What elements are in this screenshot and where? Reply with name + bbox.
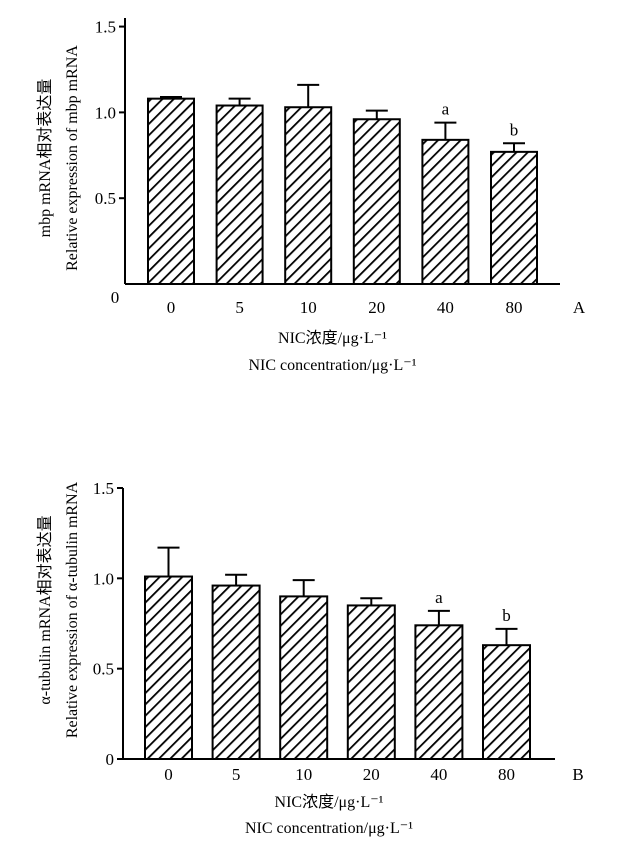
significance-label: b [510,120,519,139]
y-tick-label: 0 [111,288,120,307]
x-axis-title: NIC concentration/μg·L⁻¹ [249,357,417,374]
y-tick-label: 1.0 [95,103,116,122]
y-tick-label: 1.0 [93,569,114,588]
y-axis-title: mbp mRNA相对表达量 [36,79,54,238]
x-tick-label: 80 [498,765,515,784]
chart-panel-b: 0 0.5 1.0 1.5 0 5 10 20 40 a 80 b B NIC浓度/μg·L⁻¹ NIC c… [36,479,584,837]
chart-panel-a: 0 0.5 1.0 1.5 0 5 10 20 40 a 80 b A NIC浓度/μg·L⁻¹ NIC c… [36,18,586,374]
x-tick-label: 20 [368,298,385,317]
x-axis-title: NIC浓度/μg·L⁻¹ [275,793,384,811]
x-axis-title: NIC concentration/μg·L⁻¹ [245,820,413,837]
y-tick-label: 0.5 [93,660,114,679]
x-tick-label: 40 [437,298,454,317]
bar [215,104,264,285]
x-tick-label: 5 [235,298,244,317]
x-tick-label: 0 [164,765,173,784]
bar [279,595,329,761]
y-axis-title: Relative expression of mbp mRNA [64,45,81,271]
bar [144,575,193,760]
bar [211,584,261,760]
bar [346,604,396,761]
bar [414,624,464,760]
x-tick-label: 0 [167,298,176,317]
y-axis-title: Relative expression of α-tubulin mRNA [64,481,81,738]
x-axis-title: NIC浓度/μg·L⁻¹ [278,329,387,347]
y-tick-label: 0.5 [95,189,116,208]
y-tick-label: 1.5 [93,479,114,498]
y-tick-label: 1.5 [95,18,116,37]
panel-label: B [572,765,583,784]
significance-label: a [435,588,443,607]
x-tick-label: 10 [300,298,317,317]
bar [482,644,531,760]
y-tick-label: 0 [106,750,115,769]
x-tick-label: 80 [506,298,523,317]
significance-label: a [442,100,450,119]
panel-label: A [573,298,586,317]
x-tick-label: 5 [232,765,241,784]
y-axis-title: α-tubulin mRNA相对表达量 [36,515,54,704]
bar [421,138,470,285]
x-tick-label: 40 [430,765,447,784]
significance-label: b [502,606,511,625]
bar [352,118,401,285]
bar [284,106,333,285]
bar [490,150,538,285]
bar [147,97,195,285]
x-tick-label: 10 [295,765,312,784]
x-tick-label: 20 [363,765,380,784]
